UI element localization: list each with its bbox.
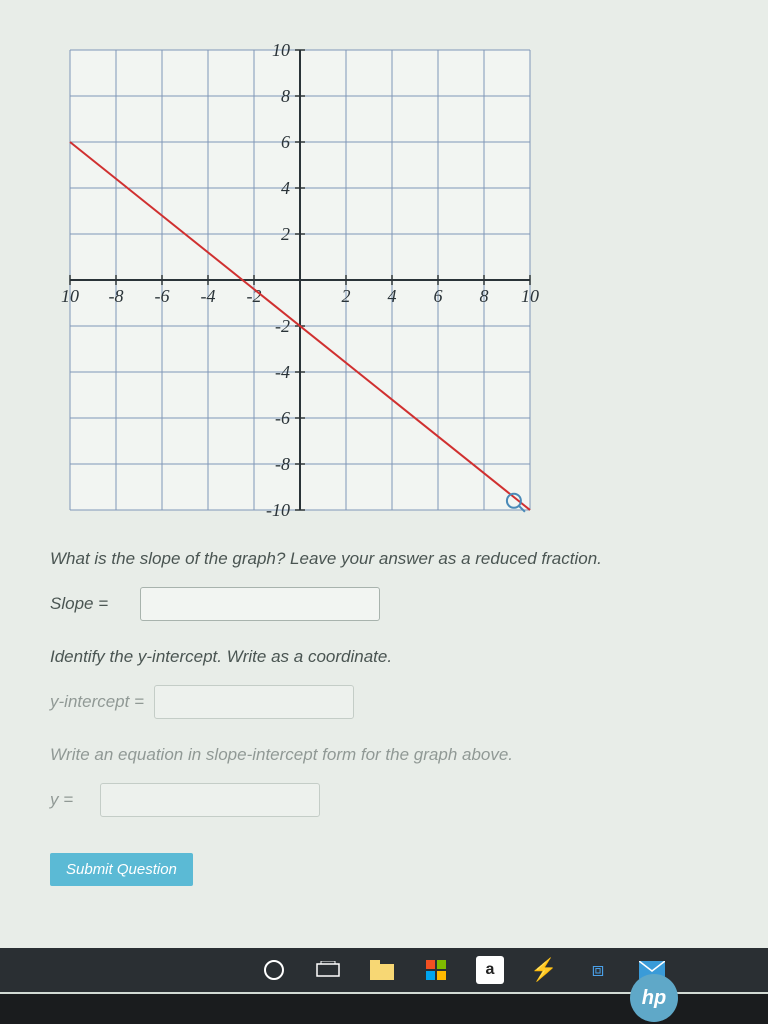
svg-text:6: 6 xyxy=(434,286,443,306)
svg-text:-8: -8 xyxy=(109,286,124,306)
svg-text:8: 8 xyxy=(480,286,489,306)
svg-text:4: 4 xyxy=(281,178,290,198)
page-content: 10-8-6-4-2246810108642-2-4-6-8-10 What i… xyxy=(0,0,768,960)
store-icon[interactable] xyxy=(422,956,450,984)
settings-icon[interactable]: ⚡ xyxy=(530,956,558,984)
yintercept-input[interactable] xyxy=(154,685,354,719)
yintercept-label: y-intercept = xyxy=(50,692,144,712)
svg-text:10: 10 xyxy=(61,286,79,306)
file-explorer-icon[interactable] xyxy=(368,956,396,984)
svg-text:-4: -4 xyxy=(275,362,290,382)
svg-text:10: 10 xyxy=(272,40,290,60)
svg-text:6: 6 xyxy=(281,132,290,152)
question-yintercept: Identify the y-intercept. Write as a coo… xyxy=(50,647,738,667)
amazon-icon[interactable]: a xyxy=(476,956,504,984)
dropbox-icon[interactable]: ⧈ xyxy=(584,956,612,984)
svg-text:10: 10 xyxy=(521,286,539,306)
svg-text:-2: -2 xyxy=(275,316,290,336)
equation-label: y = xyxy=(50,790,90,810)
coordinate-graph: 10-8-6-4-2246810108642-2-4-6-8-10 xyxy=(60,40,738,525)
submit-button[interactable]: Submit Question xyxy=(50,853,193,886)
svg-text:-4: -4 xyxy=(201,286,216,306)
svg-text:-8: -8 xyxy=(275,454,290,474)
cortana-icon[interactable] xyxy=(260,956,288,984)
svg-text:2: 2 xyxy=(342,286,351,306)
svg-text:4: 4 xyxy=(388,286,397,306)
equation-input[interactable] xyxy=(100,783,320,817)
question-block: What is the slope of the graph? Leave yo… xyxy=(50,549,738,886)
svg-text:-6: -6 xyxy=(155,286,170,306)
question-slope: What is the slope of the graph? Leave yo… xyxy=(50,549,738,569)
svg-text:-6: -6 xyxy=(275,408,290,428)
slope-input[interactable] xyxy=(140,587,380,621)
svg-text:-10: -10 xyxy=(266,500,290,520)
slope-label: Slope = xyxy=(50,594,130,614)
hp-logo: hp xyxy=(630,974,678,1022)
graph-svg: 10-8-6-4-2246810108642-2-4-6-8-10 xyxy=(60,40,540,520)
taskview-icon[interactable] xyxy=(314,956,342,984)
svg-text:2: 2 xyxy=(281,224,290,244)
question-equation: Write an equation in slope-intercept for… xyxy=(50,745,738,765)
svg-text:8: 8 xyxy=(281,86,290,106)
